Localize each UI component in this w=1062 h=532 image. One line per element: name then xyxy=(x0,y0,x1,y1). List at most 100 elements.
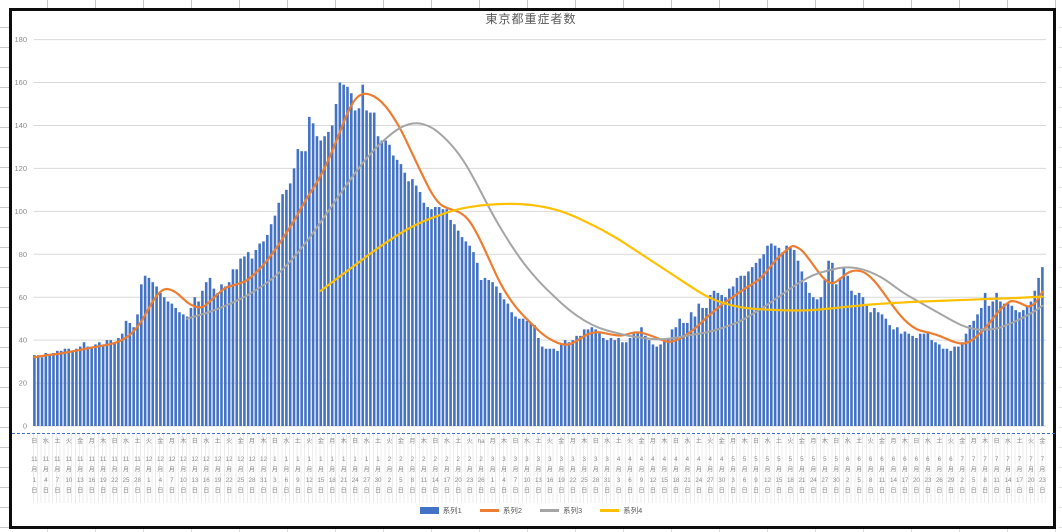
bar-day-150[interactable] xyxy=(605,340,609,426)
bar-day-251[interactable] xyxy=(991,301,995,426)
bar-day-172[interactable] xyxy=(689,312,693,426)
bar-day-256[interactable] xyxy=(1010,305,1014,426)
bar-day-5[interactable] xyxy=(52,353,55,426)
bar-day-173[interactable] xyxy=(693,316,697,426)
bar-day-250[interactable] xyxy=(987,305,991,426)
bar-day-171[interactable] xyxy=(686,322,689,426)
bar-day-220[interactable] xyxy=(873,307,876,426)
bar-day-176[interactable] xyxy=(705,307,708,426)
bar-day-164[interactable] xyxy=(659,344,662,426)
bar-day-159[interactable] xyxy=(640,327,643,426)
bar-day-66[interactable] xyxy=(285,189,288,426)
bar-day-38[interactable] xyxy=(178,312,181,426)
bar-day-77[interactable] xyxy=(327,131,330,426)
bar-day-100[interactable] xyxy=(414,185,418,426)
bar-day-123[interactable] xyxy=(502,299,506,426)
bar-day-86[interactable] xyxy=(361,84,365,427)
bar-day-232[interactable] xyxy=(918,333,922,426)
bar-day-40[interactable] xyxy=(185,316,189,426)
chart-legend[interactable]: 系列1 系列2 系列3 系列4 xyxy=(0,505,1062,516)
bar-day-7[interactable] xyxy=(59,350,63,426)
bar-day-213[interactable] xyxy=(846,275,849,426)
bar-day-225[interactable] xyxy=(892,329,895,426)
bar-day-263[interactable] xyxy=(1037,277,1040,426)
bar-day-192[interactable] xyxy=(766,245,769,426)
bar-day-62[interactable] xyxy=(269,224,273,426)
bar-day-90[interactable] xyxy=(376,136,380,426)
bar-day-37[interactable] xyxy=(174,307,177,426)
bar-day-197[interactable] xyxy=(785,245,788,426)
bar-day-32[interactable] xyxy=(155,286,158,426)
bar-day-247[interactable] xyxy=(976,314,979,426)
bar-day-93[interactable] xyxy=(388,144,391,426)
bar-day-169[interactable] xyxy=(678,318,681,426)
bar-day-105[interactable] xyxy=(434,207,437,426)
bar-day-186[interactable] xyxy=(743,275,746,426)
bar-day-162[interactable] xyxy=(651,344,655,426)
bar-day-136[interactable] xyxy=(552,348,555,426)
bar-day-240[interactable] xyxy=(949,350,953,426)
bar-day-71[interactable] xyxy=(304,151,307,426)
bar-day-194[interactable] xyxy=(773,245,777,426)
bar-day-50[interactable] xyxy=(224,286,227,426)
line-series-系列4[interactable] xyxy=(319,202,1044,312)
bar-day-98[interactable] xyxy=(407,181,410,426)
bar-day-22[interactable] xyxy=(117,337,120,426)
bar-day-211[interactable] xyxy=(838,277,842,426)
bar-day-59[interactable] xyxy=(258,243,261,426)
bar-day-10[interactable] xyxy=(71,350,74,426)
bar-day-117[interactable] xyxy=(479,280,483,426)
bar-day-54[interactable] xyxy=(239,258,242,426)
bar-day-239[interactable] xyxy=(945,348,949,426)
bar-day-259[interactable] xyxy=(1022,310,1025,426)
bar-day-212[interactable] xyxy=(842,267,846,426)
bar-day-165[interactable] xyxy=(663,340,666,426)
bar-day-170[interactable] xyxy=(682,322,685,426)
bar-day-25[interactable] xyxy=(128,322,132,426)
bar-day-215[interactable] xyxy=(854,295,857,426)
bar-day-142[interactable] xyxy=(575,335,578,426)
bar-day-48[interactable] xyxy=(216,292,219,426)
bar-day-260[interactable] xyxy=(1025,305,1029,426)
bar-day-20[interactable] xyxy=(109,340,113,426)
bar-day-183[interactable] xyxy=(731,286,735,426)
bar-day-160[interactable] xyxy=(644,335,647,426)
bar-day-60[interactable] xyxy=(262,241,265,426)
bar-day-243[interactable] xyxy=(960,342,964,426)
bar-day-81[interactable] xyxy=(342,84,345,427)
bar-day-219[interactable] xyxy=(869,312,872,426)
bar-day-82[interactable] xyxy=(346,86,349,426)
bar-day-39[interactable] xyxy=(182,314,185,426)
bar-day-144[interactable] xyxy=(582,329,586,426)
bar-day-149[interactable] xyxy=(602,337,605,426)
bar-day-235[interactable] xyxy=(930,340,933,426)
bar-day-264[interactable] xyxy=(1041,267,1044,426)
bar-day-11[interactable] xyxy=(75,348,78,426)
bar-day-9[interactable] xyxy=(67,348,71,426)
bar-day-127[interactable] xyxy=(518,318,521,426)
bar-day-104[interactable] xyxy=(430,209,433,426)
bar-day-44[interactable] xyxy=(201,290,204,426)
bar-day-35[interactable] xyxy=(166,301,170,426)
bar-day-121[interactable] xyxy=(495,286,498,426)
bar-day-102[interactable] xyxy=(422,202,426,426)
bar-day-234[interactable] xyxy=(926,331,930,426)
bar-day-261[interactable] xyxy=(1029,301,1033,426)
bar-day-52[interactable] xyxy=(231,269,235,426)
bar-day-236[interactable] xyxy=(934,342,937,426)
legend-item-系列4[interactable]: 系列4 xyxy=(600,505,642,516)
bar-day-89[interactable] xyxy=(372,112,376,426)
bar-day-187[interactable] xyxy=(747,271,750,426)
bar-day-157[interactable] xyxy=(632,333,636,426)
bar-series-1[interactable] xyxy=(33,82,1044,427)
bar-day-233[interactable] xyxy=(922,333,926,426)
bar-day-208[interactable] xyxy=(827,260,830,426)
bar-day-231[interactable] xyxy=(915,337,918,426)
bar-day-252[interactable] xyxy=(995,292,998,426)
bar-day-114[interactable] xyxy=(468,245,471,426)
bar-day-217[interactable] xyxy=(861,297,865,426)
bar-day-58[interactable] xyxy=(254,249,258,426)
bar-day-253[interactable] xyxy=(999,301,1002,426)
bar-day-57[interactable] xyxy=(250,258,254,426)
bar-day-249[interactable] xyxy=(983,292,987,426)
